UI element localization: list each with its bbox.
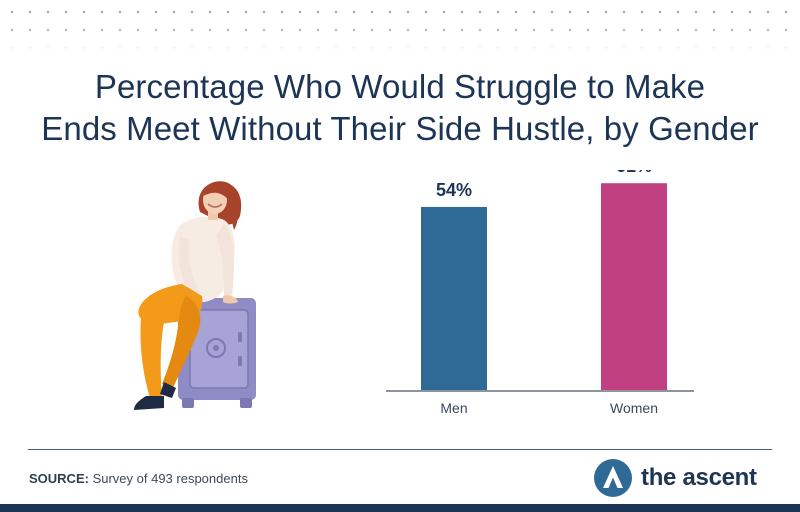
woman-on-safe-illustration <box>134 181 256 410</box>
dot-pattern-fade <box>0 0 800 52</box>
logo-text: the ascent <box>641 464 757 491</box>
category-label-women: Women <box>610 400 658 416</box>
source-note: SOURCE: Survey of 493 respondents <box>29 471 248 486</box>
footer-divider <box>28 449 772 450</box>
category-label-men: Men <box>440 400 467 416</box>
bottom-brand-bar <box>0 504 800 512</box>
chart-title: Percentage Who Would Struggle to Make En… <box>0 66 800 150</box>
bar-men <box>421 206 487 390</box>
ascent-logo-icon <box>594 459 632 497</box>
chart-title-line-2: Ends Meet Without Their Side Hustle, by … <box>41 110 759 147</box>
source-label: SOURCE: <box>29 471 89 486</box>
value-label-men: 54% <box>436 180 472 200</box>
bars-layer: 54% Men 61% Women <box>421 170 667 416</box>
bar-women <box>601 183 667 390</box>
chart-title-line-1: Percentage Who Would Struggle to Make <box>94 68 706 105</box>
value-label-women: 61% <box>616 170 652 176</box>
source-text: Survey of 493 respondents <box>88 471 248 486</box>
the-ascent-logo[interactable]: the ascent <box>593 458 757 498</box>
bar-chart: 54% Men 61% Women <box>386 170 694 416</box>
